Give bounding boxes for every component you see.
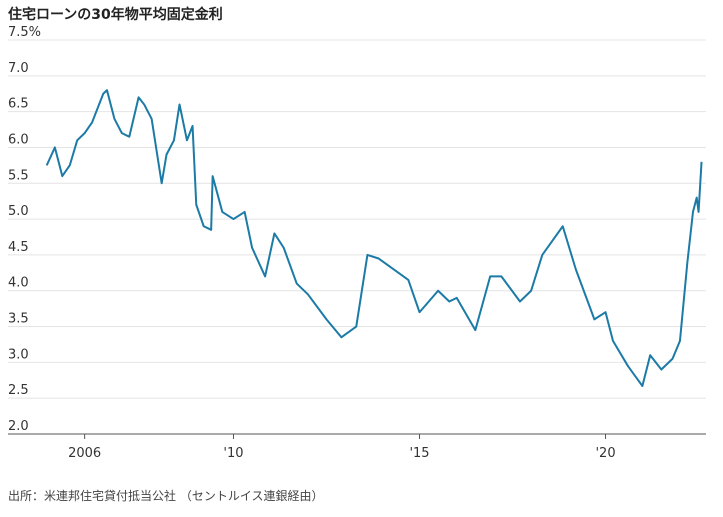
chart-title: 住宅ローンの30年物平均固定金利	[8, 6, 223, 23]
y-tick-label: 7.5%	[8, 25, 41, 40]
y-tick-label: 4.5	[8, 240, 29, 255]
y-tick-label: 5.0	[8, 204, 29, 219]
y-tick-label: 6.0	[8, 132, 29, 147]
y-tick-label: 6.5	[8, 97, 29, 112]
y-tick-label: 2.5	[8, 383, 29, 398]
y-tick-label: 4.0	[8, 276, 29, 291]
line	[45, 89, 703, 388]
y-tick-label: 3.0	[8, 347, 29, 362]
y-tick-label: 5.5	[8, 168, 29, 183]
x-tick-label: 2006	[68, 446, 101, 461]
source-note: 出所：米連邦住宅貸付抵当公社 （セントルイス連銀経由）	[8, 488, 323, 503]
x-tick-label: '10	[223, 446, 243, 461]
x-tick-label: '20	[595, 446, 615, 461]
y-tick-label: 3.5	[8, 312, 29, 327]
y-tick-label: 7.0	[8, 61, 29, 76]
y-tick-label: 2.0	[8, 419, 29, 434]
x-tick-label: '15	[409, 446, 429, 461]
